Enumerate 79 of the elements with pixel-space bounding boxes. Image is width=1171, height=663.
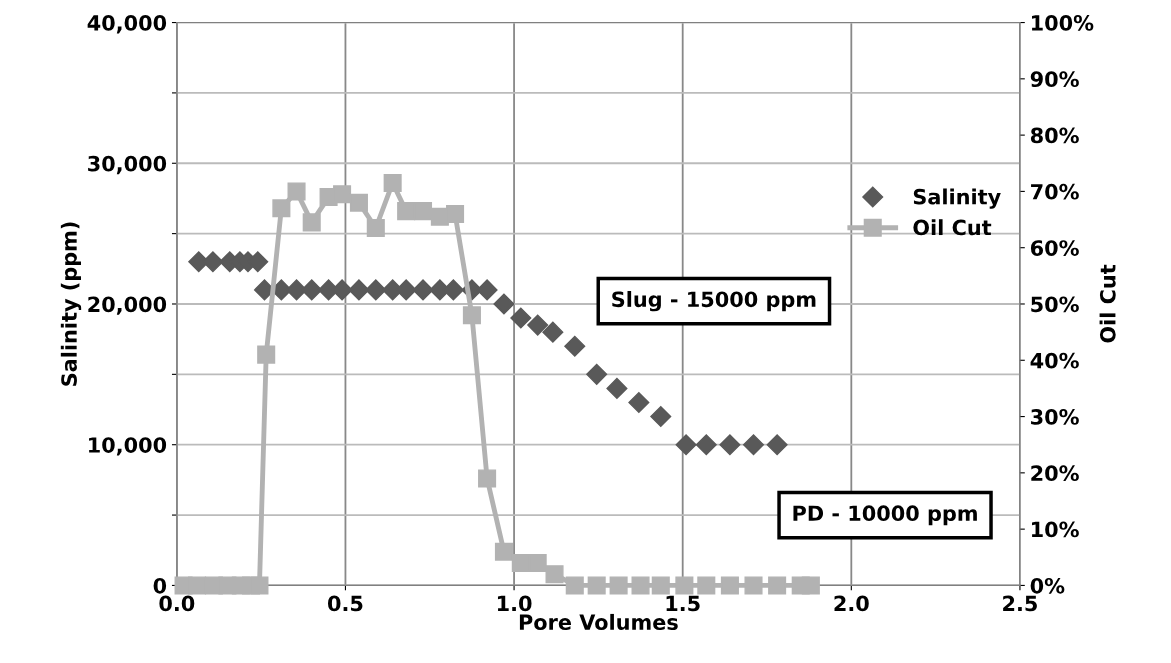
point [366,218,385,238]
y2-tick-label: 60% [1030,240,1079,256]
y-tick-label: 10,000 [89,437,167,456]
point [528,553,547,572]
point [587,576,606,595]
point [272,199,291,218]
point [542,321,564,343]
y-tick-label: 0 [153,577,167,594]
point [651,576,670,595]
point [333,185,352,204]
point [301,279,323,301]
point [719,434,741,456]
point [720,576,739,595]
point [287,182,306,201]
point [744,576,763,595]
point [462,306,481,325]
point [695,434,717,456]
point [631,576,650,595]
point [742,434,765,456]
y2-tick-label: 0% [1030,577,1065,594]
x-tick-label: 1.0 [497,595,532,612]
point [606,377,628,399]
point [365,279,387,301]
point [511,553,530,572]
y2-tick-label: 70% [1031,183,1079,200]
point [397,202,416,221]
point [476,279,498,301]
legend-label: Salinity [913,188,1001,209]
point [586,363,608,385]
point [202,251,224,273]
x-tick-label: 2.0 [834,595,869,612]
point [494,542,513,561]
point [257,345,276,364]
annotation: PD - 10000 ppm [793,505,977,526]
point [250,576,269,595]
point [650,406,672,428]
y-tick-label: 20,000 [88,296,167,315]
y-tick-label: 30,000 [88,155,167,175]
point [383,173,402,192]
y2-tick-label: 50% [1031,296,1079,313]
y-axis-title: Salinity (ppm) [60,222,82,386]
point [348,279,370,301]
y2-tick-label: 20% [1031,465,1079,482]
y2-tick-label: 100% [1032,14,1094,31]
point [766,434,788,456]
x-axis-title: Pore Volumes [519,613,678,631]
point [527,314,549,336]
y2-tick-label: 40% [1030,352,1079,369]
point [628,391,650,414]
point [768,576,787,595]
x-tick-label: 2.5 [1003,595,1037,612]
point [545,565,564,584]
y-tick-label: 40,000 [87,14,167,34]
point [493,293,515,315]
point [413,202,433,221]
y2-tick-label: 90% [1030,71,1079,88]
point [565,576,584,595]
y2-tick-label: 10% [1032,521,1079,538]
x-tick-label: 0.5 [327,595,363,612]
point [801,576,820,595]
point [302,213,321,232]
point [446,204,465,223]
y2-axis-title: Oil Cut [1099,264,1116,343]
point [510,307,532,329]
point [675,576,694,595]
point [412,279,434,301]
x-tick-label: 1.5 [666,595,700,612]
annotation: Slug - 15000 ppm [612,291,816,312]
y2-tick-label: 80% [1030,127,1079,144]
point [697,576,716,595]
point [188,576,207,595]
legend-label: Oil Cut [913,219,992,236]
point [675,434,697,456]
point [478,469,497,488]
point [349,193,368,212]
point [609,576,628,595]
x-tick-label: 0.0 [159,595,195,612]
y2-tick-label: 30% [1031,409,1079,425]
point [564,335,586,357]
